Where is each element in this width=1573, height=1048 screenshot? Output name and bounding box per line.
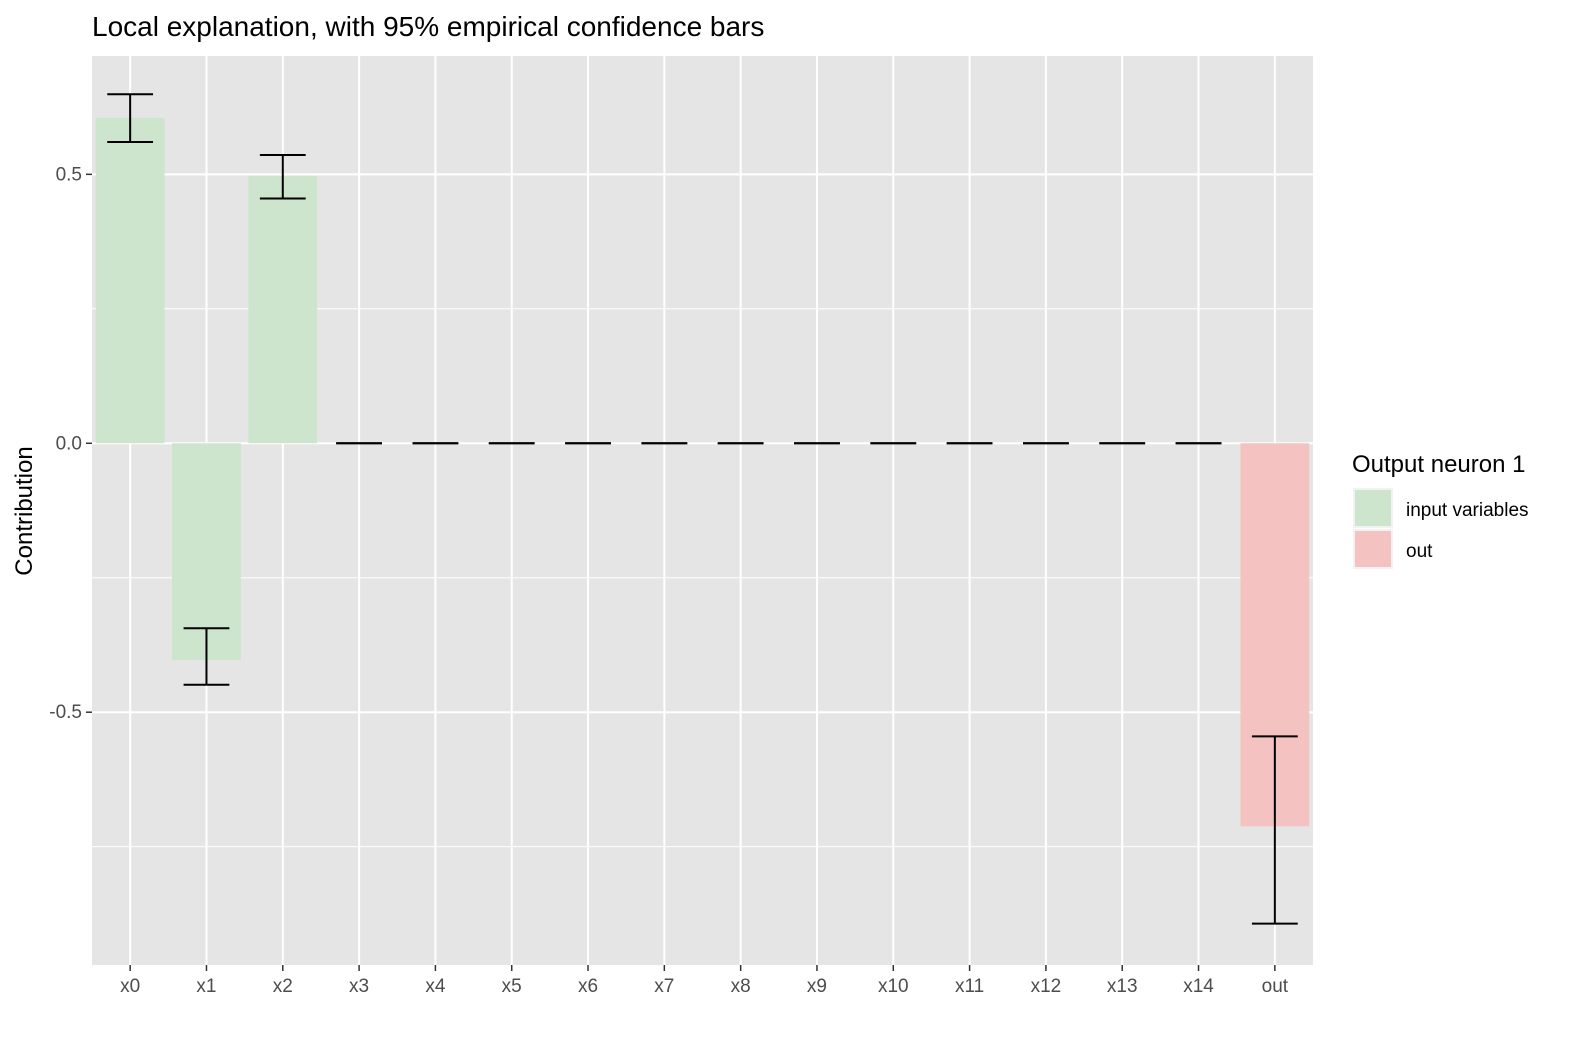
x-tick-label-x5: x5	[502, 976, 522, 997]
legend: Output neuron 1 input variables out	[1352, 451, 1529, 569]
legend-item: input variables	[1353, 488, 1529, 528]
x-tick-label-x6: x6	[578, 976, 598, 997]
x-axis: x0 x1 x2 x3 x4 x5 x6 x7 x8 x9 x10 x11 x12 x13 x14 out	[120, 965, 1289, 997]
bar-x0	[96, 118, 165, 443]
x-tick-label-x0: x0	[120, 976, 140, 997]
x-tick-label-x12: x12	[1031, 976, 1062, 997]
legend-swatch	[1355, 531, 1391, 567]
legend-label: out	[1406, 541, 1433, 562]
x-tick-label-x4: x4	[425, 976, 446, 997]
x-tick-label-x9: x9	[807, 976, 827, 997]
y-tick-label: 0.5	[56, 164, 82, 185]
bar-x2	[248, 176, 317, 443]
x-tick-label-x13: x13	[1107, 976, 1138, 997]
x-tick-label-x3: x3	[349, 976, 369, 997]
x-tick-label-x1: x1	[196, 976, 216, 997]
x-tick-label-out: out	[1262, 976, 1289, 997]
x-tick-label-x11: x11	[955, 976, 984, 997]
legend-title: Output neuron 1	[1352, 451, 1525, 478]
x-tick-label-x14: x14	[1183, 976, 1214, 997]
y-tick-label: 0.0	[56, 433, 82, 454]
x-tick-label-x2: x2	[273, 976, 293, 997]
x-tick-label-x7: x7	[654, 976, 674, 997]
chart-title: Local explanation, with 95% empirical co…	[92, 11, 764, 42]
x-tick-label-x8: x8	[731, 976, 751, 997]
legend-label: input variables	[1406, 500, 1529, 521]
x-tick-label-x10: x10	[878, 976, 909, 997]
y-tick-label: -0.5	[49, 702, 82, 723]
legend-swatch	[1355, 490, 1391, 526]
y-axis-label: Contribution	[11, 446, 38, 575]
legend-item: out	[1353, 529, 1433, 569]
y-axis: 0.5 0.0 -0.5	[49, 164, 92, 723]
